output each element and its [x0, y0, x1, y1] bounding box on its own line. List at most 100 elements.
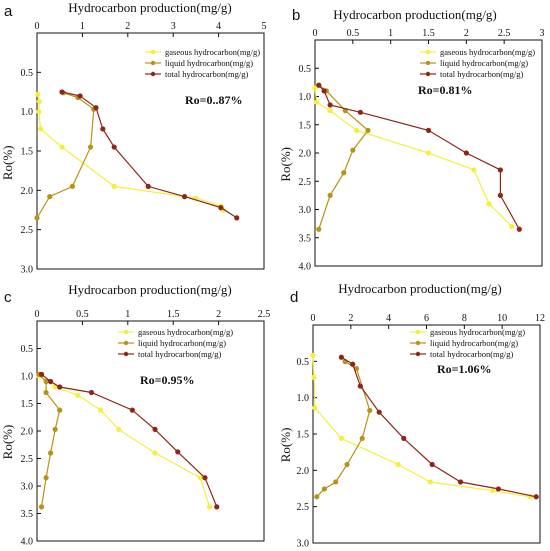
data-point-gaseous — [313, 99, 320, 105]
x-tick-label: 8 — [462, 313, 467, 324]
data-point-total — [214, 504, 220, 510]
data-point-total — [93, 105, 99, 111]
data-point-total — [111, 144, 117, 150]
data-point-gaseous — [395, 461, 401, 468]
data-point-total — [463, 150, 469, 156]
y-tick-label: 1.5 — [299, 120, 312, 131]
data-point-gaseous — [311, 374, 317, 380]
x-tick-label: 1 — [125, 309, 130, 320]
data-point-liquid — [367, 407, 373, 414]
x-tick-label: 5 — [262, 21, 267, 32]
x-tick-label: 3 — [540, 28, 545, 39]
y-tick-label: 1.0 — [297, 393, 310, 404]
data-point-total — [376, 409, 382, 415]
chart-title: Hydrocarbon production(mg/g) — [338, 281, 502, 296]
x-tick-label: 0 — [35, 21, 40, 32]
data-point-gaseous — [509, 223, 515, 230]
series-line-total — [41, 373, 218, 508]
y-tick-label: 0.5 — [21, 68, 34, 79]
legend-label-gaseous: gaseous hydrocarbon(mg/g) — [165, 47, 260, 57]
y-tick-label: 2.0 — [299, 149, 312, 160]
data-point-gaseous — [59, 144, 65, 150]
legend-marker-total — [415, 351, 421, 357]
x-tick-label: 0 — [311, 313, 316, 324]
legend-marker-gaseous — [415, 329, 421, 335]
y-axis-label: Ro(%) — [278, 428, 293, 463]
data-point-gaseous — [36, 109, 42, 115]
x-tick-label: 10 — [497, 313, 507, 324]
legend-label-gaseous: gaseous hydrocarbon(mg/g) — [440, 47, 535, 57]
data-point-gaseous — [35, 91, 41, 97]
data-point-gaseous — [36, 98, 42, 105]
series-line-gaseous — [314, 87, 513, 227]
chart-panel-b: b Hydrocarbon production(mg/g) Ro(%) 0 0.5 1 1… — [278, 7, 545, 273]
data-point-liquid — [350, 147, 356, 153]
data-point-liquid — [38, 504, 45, 510]
legend-label-total: total hydrocarbon(mg/g) — [440, 69, 523, 79]
x-tick-label: 2 — [125, 21, 130, 32]
data-point-liquid — [52, 426, 58, 432]
ro-annotation: Ro=0.81% — [418, 83, 473, 97]
legend-marker-gaseous — [150, 49, 156, 55]
data-point-liquid — [57, 407, 63, 413]
y-tick-label: 3.0 — [21, 482, 34, 493]
y-tick-label: 1.0 — [21, 107, 34, 118]
legend-marker-liquid — [425, 60, 431, 66]
legend-marker-total — [150, 71, 156, 77]
data-point-liquid — [87, 144, 94, 150]
legend-marker-gaseous — [123, 329, 129, 335]
data-point-liquid — [48, 450, 54, 456]
legend-marker-liquid — [123, 340, 129, 346]
data-point-liquid — [34, 215, 40, 221]
data-point-total — [48, 378, 54, 385]
chart-title: Hydrocarbon production(mg/g) — [68, 282, 232, 297]
series-line-gaseous — [37, 94, 224, 211]
data-point-gaseous — [312, 405, 318, 411]
data-point-total — [100, 126, 106, 132]
data-point-gaseous — [471, 167, 477, 173]
data-point-liquid — [344, 461, 350, 468]
chart-panel-a: a Hydrocarbon production(mg/g) Ro(%) 0 1 2 3 4 5… — [0, 0, 267, 276]
data-point-total — [152, 426, 158, 432]
data-point-total — [88, 389, 95, 396]
x-tick-label: 0.5 — [347, 28, 360, 39]
y-tick-label: 4.0 — [21, 537, 34, 548]
data-point-total — [129, 407, 135, 413]
data-point-total — [516, 226, 522, 232]
x-tick-label: 0.5 — [76, 309, 89, 320]
data-point-total — [497, 192, 503, 198]
chart-title: Hydrocarbon production(mg/g) — [333, 7, 497, 22]
data-point-total — [327, 102, 333, 108]
x-tick-label: 2 — [348, 313, 353, 324]
y-axis-label: Ro(%) — [0, 425, 15, 460]
legend-marker-gaseous — [425, 49, 431, 55]
series-line-total — [61, 91, 238, 219]
data-point-total — [457, 479, 464, 485]
y-tick-label: 2.0 — [21, 427, 34, 438]
data-point-total — [425, 127, 432, 133]
data-point-liquid — [321, 486, 327, 492]
legend-marker-liquid — [150, 60, 156, 66]
legend: gaseous hydrocarbon(mg/g)liquid hydrocar… — [118, 327, 233, 359]
data-point-total — [181, 194, 188, 200]
legend: gaseous hydrocarbon(mg/g)liquid hydrocar… — [420, 47, 535, 79]
y-tick-label: 0.5 — [299, 64, 312, 75]
y-tick-label: 4.0 — [299, 262, 312, 273]
data-point-liquid — [43, 378, 49, 385]
series-line-liquid — [318, 84, 369, 230]
legend-label-gaseous: gaseous hydrocarbon(mg/g) — [138, 327, 233, 337]
legend-label-total: total hydrocarbon(mg/g) — [138, 349, 221, 359]
legend-marker-total — [425, 71, 431, 77]
data-point-total — [495, 486, 501, 492]
legend-label-liquid: liquid hydrocarbon(mg/g) — [165, 58, 253, 68]
x-tick-label: 2.5 — [258, 309, 271, 320]
y-tick-label: 3.5 — [299, 233, 312, 244]
x-tick-label: 1.5 — [167, 309, 180, 320]
data-point-gaseous — [490, 488, 496, 494]
data-point-total — [497, 167, 503, 173]
data-point-gaseous — [116, 426, 122, 432]
y-tick-label: 3.0 — [299, 205, 312, 216]
y-tick-label: 0.5 — [21, 344, 34, 355]
data-point-gaseous — [75, 392, 81, 398]
